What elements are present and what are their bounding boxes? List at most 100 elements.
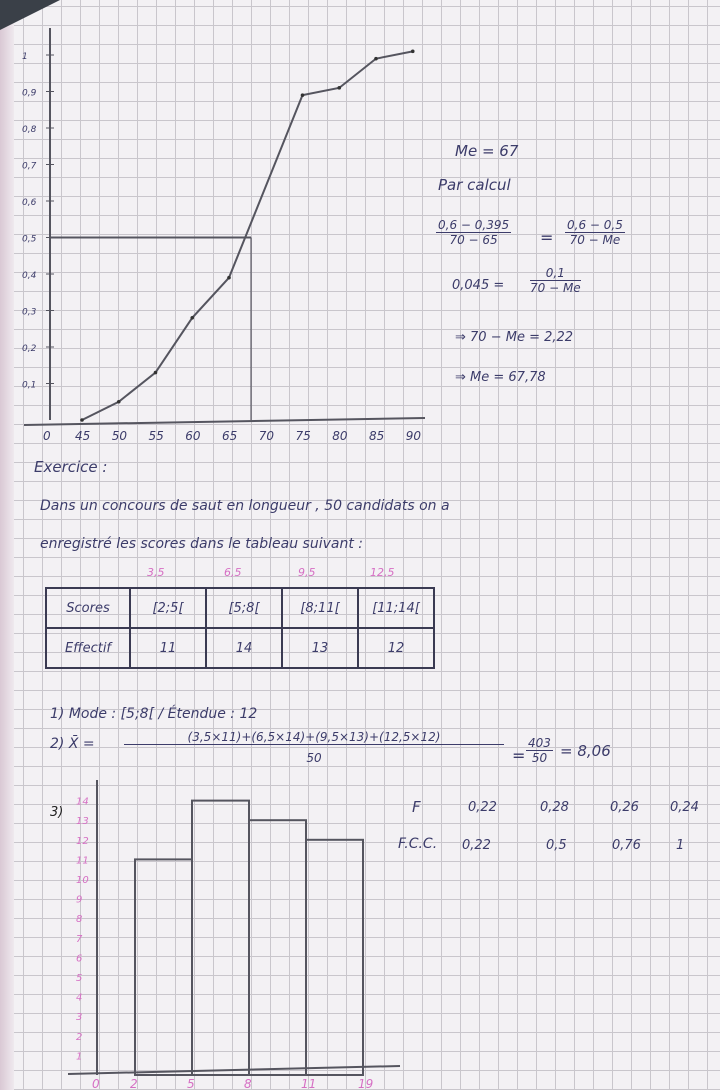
x-tick-label: 55: [149, 429, 164, 443]
mean-result: = 8,06: [560, 742, 611, 760]
y-tick-label: 0,3: [22, 308, 37, 318]
cumulative-polygon: [81, 50, 413, 421]
numerator: 0,6 − 0,395: [436, 218, 512, 233]
y-tick-label: 0,1: [22, 381, 36, 391]
data-point: [300, 93, 305, 97]
y-tick-label: 1: [22, 52, 28, 62]
equation-3: ⇒ 70 − Me = 2,22: [455, 330, 574, 345]
frequency-value: 0,24: [670, 800, 699, 815]
denominator: 70 − 65: [449, 233, 498, 247]
y-tick-label: 3: [76, 1012, 82, 1023]
exercise-title: Exercice :: [34, 458, 108, 476]
table-cell: [5;8[: [205, 587, 283, 629]
data-point: [410, 49, 415, 54]
table-cell: [11;14[: [357, 587, 435, 629]
data-point: [374, 56, 378, 61]
numerator: 0,1: [530, 266, 581, 281]
denominator: 70 − Me: [530, 281, 581, 295]
histogram-bar: [134, 858, 193, 1077]
y-tick-label: 10: [76, 875, 89, 886]
answer-1: 1) Mode : [5;8[ / Étendue : 12: [50, 706, 258, 722]
numerator: 0,6 − 0,5: [565, 218, 625, 233]
denominator: 50: [306, 751, 322, 765]
mean-result-fraction: 403 50: [526, 736, 553, 765]
y-tick-label: 8: [76, 914, 82, 925]
histogram-bar: [305, 838, 364, 1076]
data-point: [116, 399, 121, 404]
y-tick-label: 2: [76, 1032, 82, 1043]
equation-2-left: 0,045 =: [452, 278, 505, 293]
equation-4: ⇒ Me = 67,78: [455, 370, 546, 385]
median-value: Me = 67: [455, 142, 519, 160]
y-tick-label: 12: [76, 836, 89, 847]
y-tick-label: 0,5: [22, 235, 37, 245]
x-tick-label: 5: [187, 1077, 195, 1090]
x-tick-label: 0: [43, 429, 51, 443]
cumulative-frequency-value: 0,76: [612, 838, 641, 853]
y-tick-label: 4: [76, 993, 82, 1004]
cumulative-frequency-value: 0,22: [462, 838, 491, 853]
by-calculation-label: Par calcul: [438, 176, 511, 194]
x-axis: [23, 417, 426, 426]
x-tick-label: 0: [92, 1077, 100, 1090]
exercise-line-1: Dans un concours de saut en longueur , 5…: [40, 498, 450, 514]
table-row: Scores [2;5[ [5;8[ [8;11[ [11;14[: [45, 587, 435, 629]
y-tick-label: 11: [76, 855, 89, 866]
page-margin: [0, 0, 14, 1090]
x-tick-label: 11: [301, 1077, 316, 1090]
table-cell: [8;11[: [281, 587, 359, 629]
fraction-eq2: 0,1 70 − Me: [530, 266, 581, 295]
x-tick-label: 2: [130, 1077, 138, 1090]
table-cell: Effectif: [45, 627, 131, 669]
denominator: 50: [531, 751, 548, 765]
histogram-x-axis: [67, 1065, 401, 1075]
frequency-value: 0,22: [468, 800, 497, 815]
y-tick-label: 13: [76, 816, 89, 827]
equals-sign: =: [512, 746, 526, 765]
class-center: 12,5: [370, 566, 395, 579]
data-point: [227, 275, 231, 280]
cumulative-frequency-value: 0,5: [546, 838, 567, 853]
x-tick-label: 50: [112, 429, 128, 443]
numerator: 403: [526, 736, 553, 751]
x-tick-label: 8: [244, 1077, 252, 1090]
cumulative-frequency-label: F.C.C.: [398, 836, 438, 852]
x-tick-label: 19: [358, 1077, 373, 1090]
scores-table: Scores [2;5[ [5;8[ [8;11[ [11;14[ Effect…: [45, 587, 435, 669]
numerator: (3,5×11)+(6,5×14)+(9,5×13)+(12,5×12): [124, 730, 504, 745]
frequency-value: 0,28: [540, 800, 569, 815]
y-tick-label: 0,7: [22, 162, 37, 172]
x-tick-label: 65: [222, 429, 237, 443]
x-tick-label: 85: [369, 429, 384, 443]
class-center: 9,5: [298, 566, 316, 579]
frequency-label: F: [412, 798, 421, 816]
cumulative-frequency-value: 1: [676, 838, 685, 853]
table-row: Effectif 11 14 13 12: [45, 627, 435, 669]
y-tick-label: 5: [76, 973, 82, 984]
table-cell: 14: [205, 627, 283, 669]
equals-sign: =: [540, 228, 554, 247]
y-tick-label: 6: [76, 953, 82, 964]
x-tick-label: 75: [296, 429, 311, 443]
frequency-value: 0,26: [610, 800, 639, 815]
class-center: 3,5: [147, 566, 165, 579]
y-tick-label: 0,4: [22, 271, 37, 281]
y-tick-label: 0,8: [22, 125, 37, 135]
y-tick-label: 9: [76, 895, 82, 906]
x-tick-label: 45: [75, 429, 90, 443]
table-cell: 11: [129, 627, 207, 669]
x-tick-label: 60: [185, 429, 201, 443]
answer-2-label: 2) X̄ =: [50, 736, 95, 752]
data-point: [337, 86, 342, 90]
data-point: [190, 316, 195, 320]
fraction-right: 0,6 − 0,5 70 − Me: [565, 218, 625, 247]
y-tick-label: 0,2: [22, 344, 37, 354]
denominator: 70 − Me: [569, 233, 621, 247]
x-tick-label: 90: [406, 429, 422, 443]
table-cell: 12: [357, 627, 435, 669]
y-tick-label: 0,6: [22, 198, 37, 208]
fraction-left: 0,6 − 0,395 70 − 65: [436, 218, 512, 247]
class-center: 6,5: [224, 566, 242, 579]
